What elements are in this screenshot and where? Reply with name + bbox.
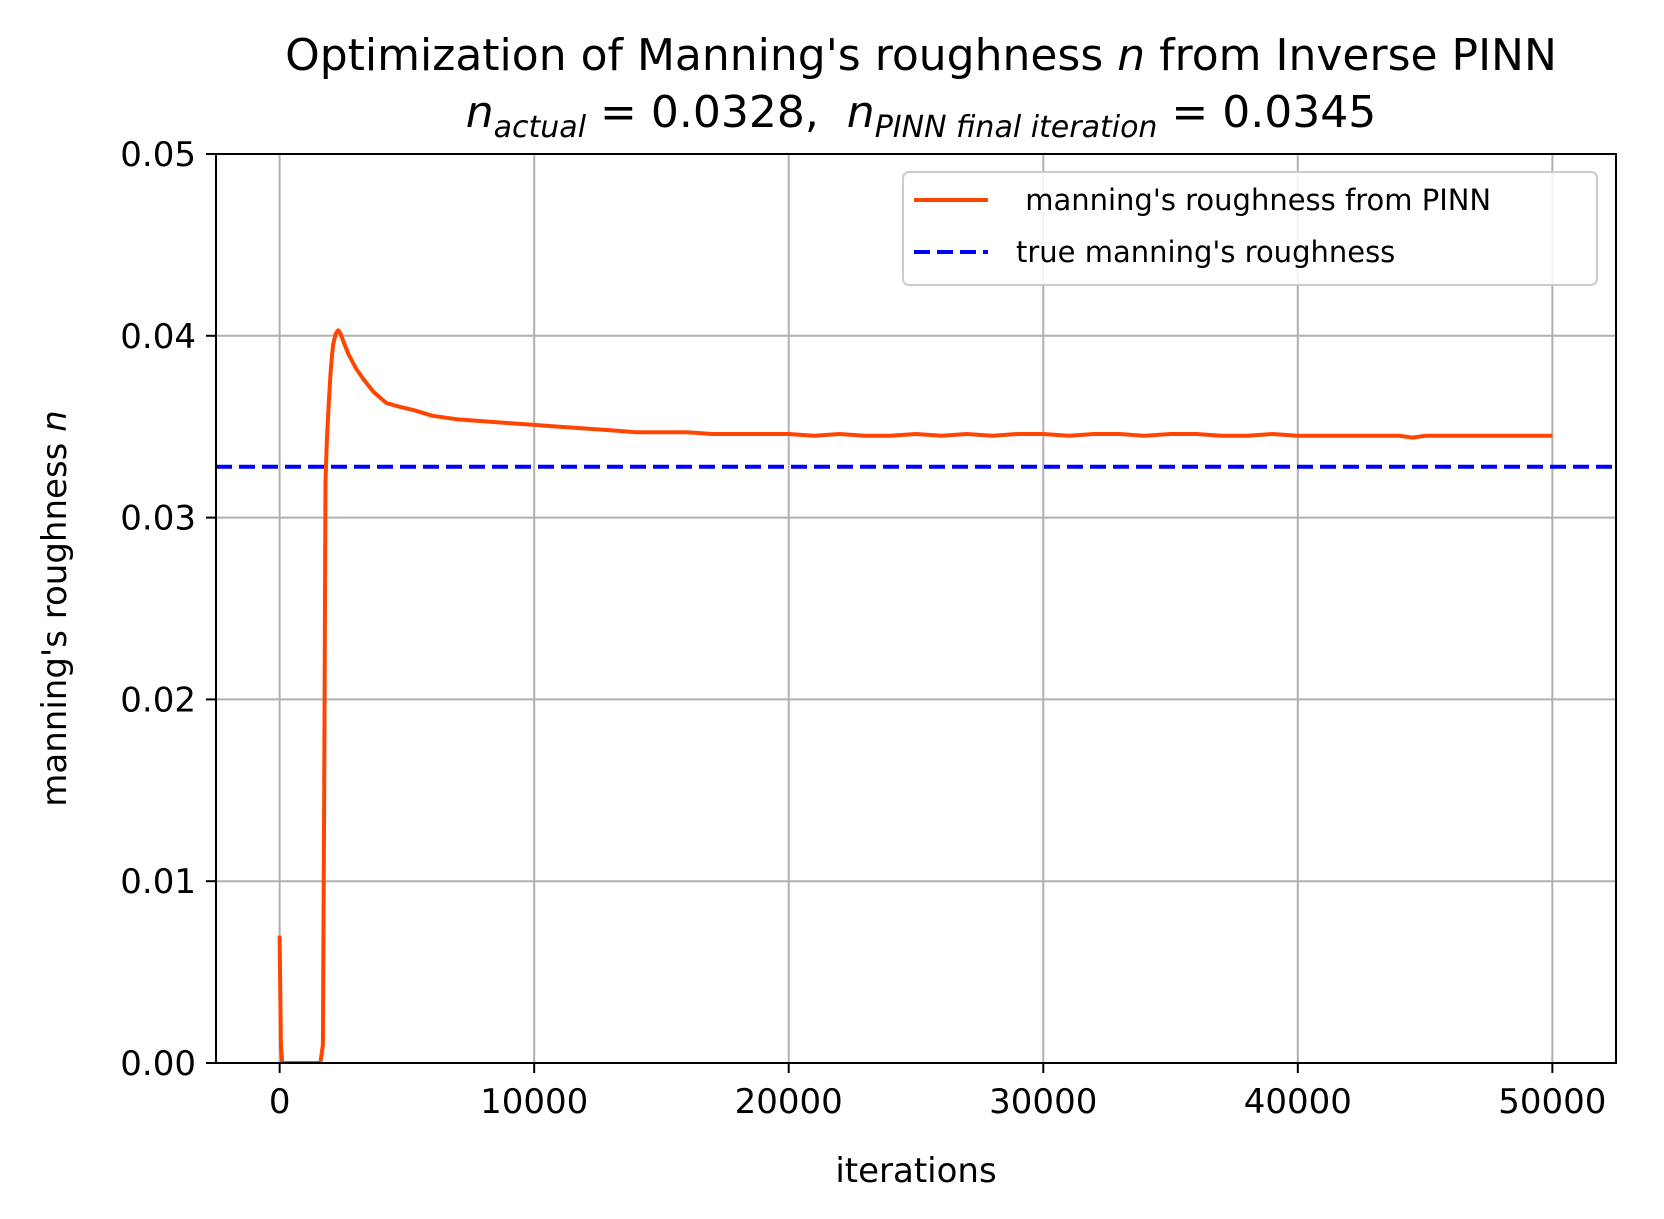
x-axis-label: iterations	[835, 1151, 996, 1191]
chart-title-line2: nactual = 0.0328, nPINN final iteration …	[466, 87, 1376, 145]
x-tick-label-3: 30000	[989, 1082, 1097, 1122]
legend: manning's roughness from PINN true manni…	[902, 171, 1598, 286]
legend-label-true: true manning's roughness	[1016, 235, 1395, 269]
y-axis-label: manning's roughness n	[35, 410, 75, 806]
y-tick-label-1: 0.01	[120, 862, 196, 902]
y-tick-label-5: 0.05	[120, 135, 196, 175]
x-tick-label-5: 50000	[1498, 1082, 1606, 1122]
plot-area	[216, 328, 1616, 1063]
axes-frame	[215, 153, 1617, 1064]
x-tick-label-2: 20000	[735, 1082, 843, 1122]
axis-ticks: 0 10000 20000 30000 40000 50000 0.00 0.01 0.02 0.…	[120, 135, 1606, 1122]
legend-box	[902, 171, 1598, 286]
series-line-0	[277, 328, 1553, 1063]
x-tick-label-1: 10000	[480, 1082, 588, 1122]
y-tick-label-0: 0.00	[120, 1044, 196, 1084]
x-tick-label-0: 0	[269, 1082, 291, 1122]
y-tick-label-2: 0.02	[120, 680, 196, 720]
legend-label-pinn: manning's roughness from PINN	[1016, 183, 1491, 217]
y-tick-label-3: 0.03	[120, 499, 196, 539]
y-tick-label-4: 0.04	[120, 317, 196, 357]
x-tick-label-4: 40000	[1244, 1082, 1352, 1122]
chart-title-line1: Optimization of Manning's roughness n fr…	[285, 30, 1557, 81]
